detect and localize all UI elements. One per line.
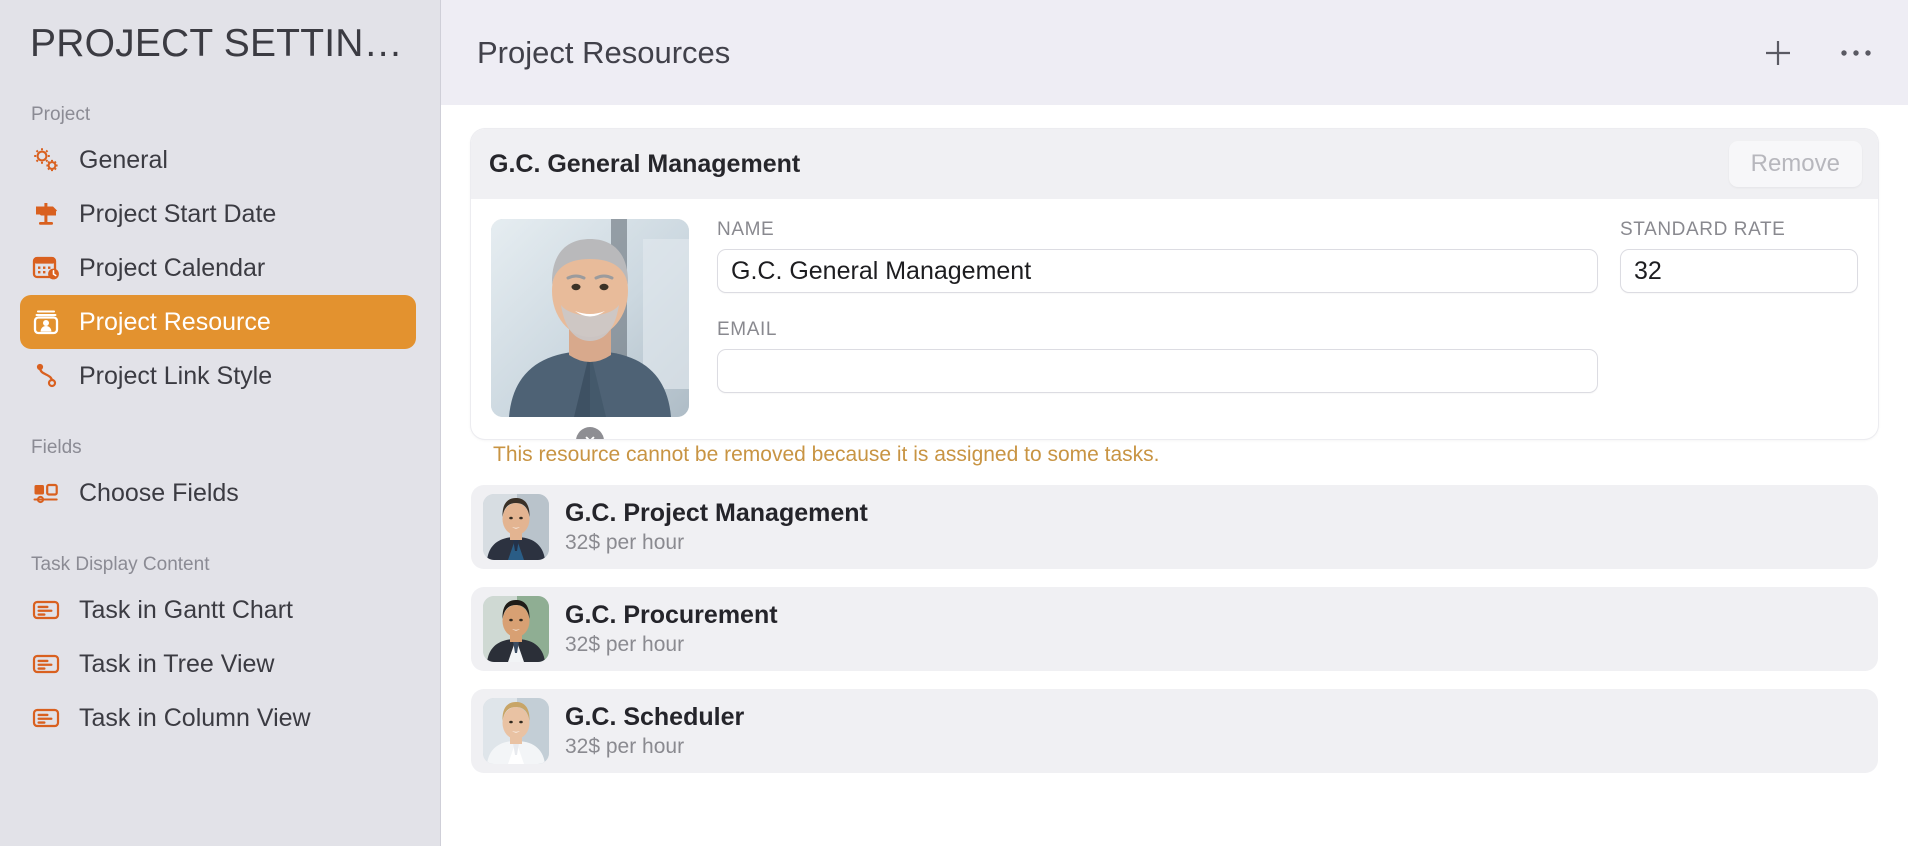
sidebar-item-task-in-column-view[interactable]: Task in Column View (20, 691, 416, 745)
resource-name: G.C. Scheduler (565, 703, 745, 731)
resource-list-item[interactable]: G.C. Project Management 32$ per hour (471, 485, 1878, 569)
resource-list-item[interactable]: G.C. Procurement 32$ per hour (471, 587, 1878, 671)
rate-field-block: STANDARD RATE (1620, 219, 1858, 293)
sidebar-group: Task Display Content Task in Gantt Chart… (0, 554, 440, 745)
ellipsis-icon (1841, 49, 1871, 56)
resource-texts: G.C. Procurement 32$ per hour (565, 601, 778, 657)
resource-texts: G.C. Scheduler 32$ per hour (565, 703, 744, 759)
sidebar-group: Project General Project Start Date (0, 104, 440, 403)
avatar-column (491, 219, 689, 439)
avatar (483, 596, 549, 662)
sidebar-item-project-calendar[interactable]: Project Calendar (20, 241, 416, 295)
name-field-block: NAME (717, 219, 1598, 293)
sidebar-item-label: Project Link Style (79, 361, 273, 390)
sidebar-nav: Project General Project Start Date (0, 104, 440, 745)
fields-column: NAME EMAIL STANDARD RATE (717, 219, 1858, 417)
sidebar-item-label: Project Start Date (79, 199, 277, 228)
resource-card-icon (31, 307, 61, 337)
link-curve-icon (36, 363, 57, 388)
close-icon (585, 436, 595, 439)
gears-icon (34, 148, 58, 172)
email-input[interactable] (717, 349, 1598, 393)
resources-body: G.C. General Management Remove (441, 105, 1908, 846)
task-card-icon (31, 595, 61, 625)
gears-icon (31, 145, 61, 175)
remove-avatar-button[interactable] (576, 427, 604, 439)
name-label: NAME (717, 219, 775, 240)
sidebar-item-project-start-date[interactable]: Project Start Date (20, 187, 416, 241)
choose-fields-icon (33, 483, 58, 504)
main-title: Project Resources (477, 34, 731, 70)
standard-rate-label: STANDARD RATE (1620, 219, 1786, 240)
resource-list: G.C. Project Management 32$ per hour G.C.… (471, 485, 1878, 773)
resource-rate: 32$ per hour (565, 633, 685, 656)
task-card-icon (31, 649, 61, 679)
name-input[interactable] (717, 249, 1598, 293)
sidebar-group: Fields Choose Fields (0, 437, 440, 520)
sidebar-item-label: Choose Fields (79, 478, 239, 507)
sidebar-item-task-in-tree-view[interactable]: Task in Tree View (20, 637, 416, 691)
sidebar-item-label: Task in Tree View (79, 649, 275, 678)
expanded-resource-title: G.C. General Management (489, 149, 801, 178)
expanded-resource-card: G.C. General Management Remove (471, 129, 1878, 439)
calendar-clock-icon (32, 256, 59, 280)
main-panel: Project Resources (441, 0, 1908, 846)
sidebar-item-label: Project Resource (79, 307, 271, 336)
avatar[interactable] (491, 219, 689, 417)
settings-sidebar: PROJECT SETTIN… Project General Project … (0, 0, 441, 846)
signpost-icon (31, 199, 61, 229)
task-card-icon (32, 654, 60, 674)
expanded-resource-body: NAME EMAIL STANDARD RATE (471, 199, 1878, 439)
task-card-icon (32, 600, 60, 620)
calendar-clock-icon (31, 253, 61, 283)
plus-icon (1766, 40, 1790, 65)
sidebar-item-project-link-style[interactable]: Project Link Style (20, 349, 416, 403)
sidebar-group-label: Task Display Content (31, 554, 210, 575)
portrait-image (491, 219, 689, 417)
portrait-image (483, 494, 549, 560)
task-card-icon (31, 703, 61, 733)
fields-right: STANDARD RATE (1620, 219, 1858, 417)
resource-name: G.C. Procurement (565, 601, 778, 629)
resource-card-icon (33, 310, 59, 335)
more-options-button[interactable] (1838, 35, 1874, 71)
page-title: PROJECT SETTIN… (30, 22, 403, 65)
sidebar-group-label: Fields (31, 437, 82, 458)
avatar (483, 494, 549, 560)
portrait-image (483, 698, 549, 764)
sidebar-item-label: Task in Column View (79, 703, 311, 732)
resource-rate: 32$ per hour (565, 531, 685, 554)
sidebar-item-label: Task in Gantt Chart (79, 595, 293, 624)
remove-warning-text: This resource cannot be removed because … (493, 443, 1160, 466)
standard-rate-input[interactable] (1620, 249, 1858, 293)
signpost-icon (36, 203, 57, 225)
resource-list-item[interactable]: G.C. Scheduler 32$ per hour (471, 689, 1878, 773)
header-actions (1760, 35, 1874, 71)
sidebar-item-label: Project Calendar (79, 253, 266, 282)
task-card-icon (32, 708, 60, 728)
avatar (483, 698, 549, 764)
resource-name: G.C. Project Management (565, 499, 868, 527)
sidebar-item-general[interactable]: General (20, 133, 416, 187)
choose-fields-icon (31, 478, 61, 508)
sidebar-group-label: Project (31, 104, 91, 125)
email-field-block: EMAIL (717, 319, 1598, 393)
remove-button[interactable]: Remove (1728, 141, 1862, 187)
portrait-image (483, 596, 549, 662)
sidebar-item-choose-fields[interactable]: Choose Fields (20, 466, 416, 520)
email-label: EMAIL (717, 319, 778, 340)
add-resource-button[interactable] (1760, 35, 1796, 71)
main-header: Project Resources (441, 0, 1908, 105)
sidebar-item-project-resource[interactable]: Project Resource (20, 295, 416, 349)
resource-rate: 32$ per hour (565, 735, 685, 758)
expanded-resource-header: G.C. General Management Remove (471, 129, 1878, 199)
link-curve-icon (31, 361, 61, 391)
sidebar-item-label: General (79, 145, 168, 174)
resource-texts: G.C. Project Management 32$ per hour (565, 499, 868, 555)
fields-left: NAME EMAIL (717, 219, 1598, 417)
sidebar-item-task-in-gantt-chart[interactable]: Task in Gantt Chart (20, 583, 416, 637)
